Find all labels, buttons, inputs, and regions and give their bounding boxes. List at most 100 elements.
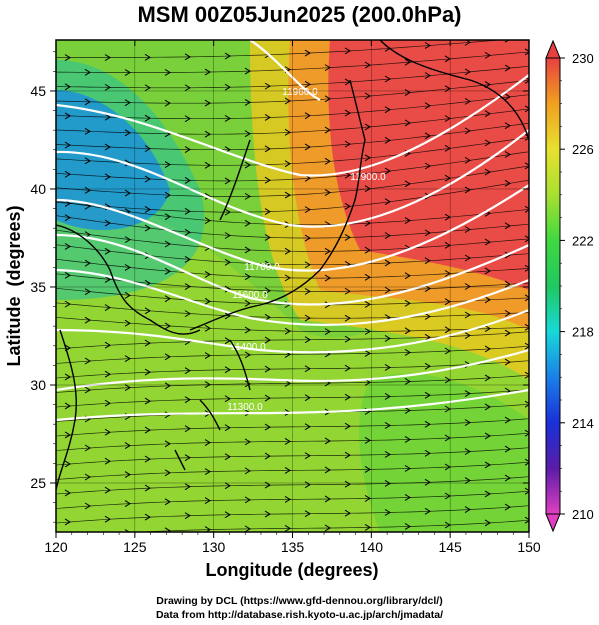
x-tick-label: 145 bbox=[438, 539, 462, 555]
streamline-arrow bbox=[84, 186, 91, 194]
streamline-arrow bbox=[364, 123, 371, 131]
streamline-arrow bbox=[104, 304, 111, 312]
streamline-arrow bbox=[424, 478, 431, 486]
streamline-arrow bbox=[404, 465, 411, 472]
coastlines bbox=[56, 40, 529, 491]
streamline-arrow bbox=[504, 251, 511, 259]
streamline-arrow bbox=[504, 122, 511, 130]
plot-area: 11960.0 11900.0 11700.0 11600.0 11400.0 11300… bbox=[56, 40, 529, 532]
streamline-arrow bbox=[64, 402, 71, 410]
streamline-arrow bbox=[64, 170, 71, 178]
streamline-arrow bbox=[364, 436, 371, 444]
streamline-arrow bbox=[524, 76, 529, 84]
streamline-arrow bbox=[124, 236, 131, 244]
streamline-arrow bbox=[464, 390, 471, 397]
streamline-arrow bbox=[184, 483, 191, 491]
streamline-arrow bbox=[64, 83, 71, 91]
colorbar-tick-label: 230 bbox=[572, 51, 594, 66]
x-tick-label: 140 bbox=[360, 539, 384, 555]
streamline-arrow bbox=[504, 40, 510, 43]
streamline-arrow bbox=[164, 99, 171, 107]
streamline-arrow bbox=[424, 42, 431, 49]
streamline-arrow bbox=[424, 333, 431, 341]
streamline-arrow bbox=[144, 455, 151, 463]
streamline-arrow bbox=[424, 313, 431, 320]
streamline-arrow bbox=[304, 288, 311, 295]
streamline-arrow bbox=[104, 247, 111, 255]
streamline-arrow bbox=[504, 93, 511, 101]
streamline-arrow bbox=[524, 400, 529, 408]
streamline-arrow bbox=[364, 246, 371, 254]
streamline-arrow bbox=[504, 280, 511, 288]
colorbar-top-arrow bbox=[545, 39, 561, 59]
contour-label: 11300.0 bbox=[227, 402, 263, 413]
streamline-arrow bbox=[84, 444, 91, 452]
y-tick-label: 30 bbox=[30, 377, 46, 393]
streamline-arrow bbox=[184, 115, 191, 123]
streamline-arrow bbox=[164, 295, 171, 303]
streamline-arrow bbox=[104, 113, 111, 121]
height-contour bbox=[249, 40, 321, 101]
streamline-arrow bbox=[384, 106, 391, 114]
streamline-arrow bbox=[324, 437, 331, 445]
streamline-arrow bbox=[224, 177, 231, 185]
streamline-arrow bbox=[524, 235, 529, 243]
credits: Drawing by DCL (https://www.gfd-dennou.o… bbox=[0, 594, 599, 622]
streamline-arrow bbox=[164, 469, 171, 477]
streamline-arrow bbox=[404, 327, 411, 335]
streamline-arrow bbox=[104, 399, 111, 407]
height-contour bbox=[56, 74, 529, 177]
streamline-arrow bbox=[304, 423, 311, 431]
streamline-arrow bbox=[384, 393, 391, 400]
streamline-arrow bbox=[124, 355, 131, 362]
streamline-arrow bbox=[304, 394, 311, 402]
streamline-arrow bbox=[424, 362, 431, 370]
streamline-arrow bbox=[324, 274, 331, 282]
streamline-arrow bbox=[404, 378, 411, 385]
streamline-arrow bbox=[84, 316, 91, 324]
streamline-arrow bbox=[504, 474, 511, 482]
streamline-arrow bbox=[104, 143, 111, 151]
streamline-arrow bbox=[404, 523, 411, 530]
streamline-arrow bbox=[344, 233, 351, 241]
y-tick-label: 45 bbox=[30, 83, 46, 99]
streamline-arrow bbox=[104, 219, 111, 227]
streamline-arrow bbox=[224, 395, 231, 403]
streamline-arrow bbox=[524, 429, 529, 437]
height-contour bbox=[56, 388, 529, 422]
streamline-arrow bbox=[384, 136, 391, 144]
streamline-arrow bbox=[464, 419, 471, 426]
streamline-arrow bbox=[144, 224, 151, 232]
contour-label: 11700.0 bbox=[244, 262, 280, 273]
streamline-arrow bbox=[244, 438, 251, 446]
streamline-arrow bbox=[184, 396, 191, 404]
streamline-arrow bbox=[524, 516, 529, 524]
streamline-arrow bbox=[484, 519, 491, 527]
streamline-arrow bbox=[244, 192, 251, 200]
streamline-arrow bbox=[484, 374, 491, 382]
streamline-arrow bbox=[524, 487, 529, 495]
streamline-arrow bbox=[164, 240, 171, 248]
streamline-arrow bbox=[144, 114, 151, 122]
streamline bbox=[56, 331, 529, 350]
streamline-arrow bbox=[364, 219, 371, 227]
streamline-arrow bbox=[464, 254, 471, 262]
streamline-arrow bbox=[64, 54, 71, 62]
streamline-arrow bbox=[204, 192, 211, 200]
streamline-arrow bbox=[244, 299, 251, 307]
streamline-arrow bbox=[364, 328, 371, 335]
streamline-arrow bbox=[104, 428, 111, 436]
streamline-arrow bbox=[404, 58, 411, 66]
streamline bbox=[56, 447, 529, 466]
streamline-arrow bbox=[484, 345, 491, 353]
streamline-arrow bbox=[224, 258, 231, 266]
streamline-arrow bbox=[404, 119, 411, 127]
streamline-arrow bbox=[204, 271, 211, 278]
streamline-arrow bbox=[344, 335, 351, 343]
streamline-arrow bbox=[204, 68, 211, 76]
streamline-arrow bbox=[164, 353, 171, 361]
streamline-arrow bbox=[84, 357, 91, 365]
streamline-arrow bbox=[164, 440, 171, 448]
streamline-arrow bbox=[484, 110, 491, 118]
